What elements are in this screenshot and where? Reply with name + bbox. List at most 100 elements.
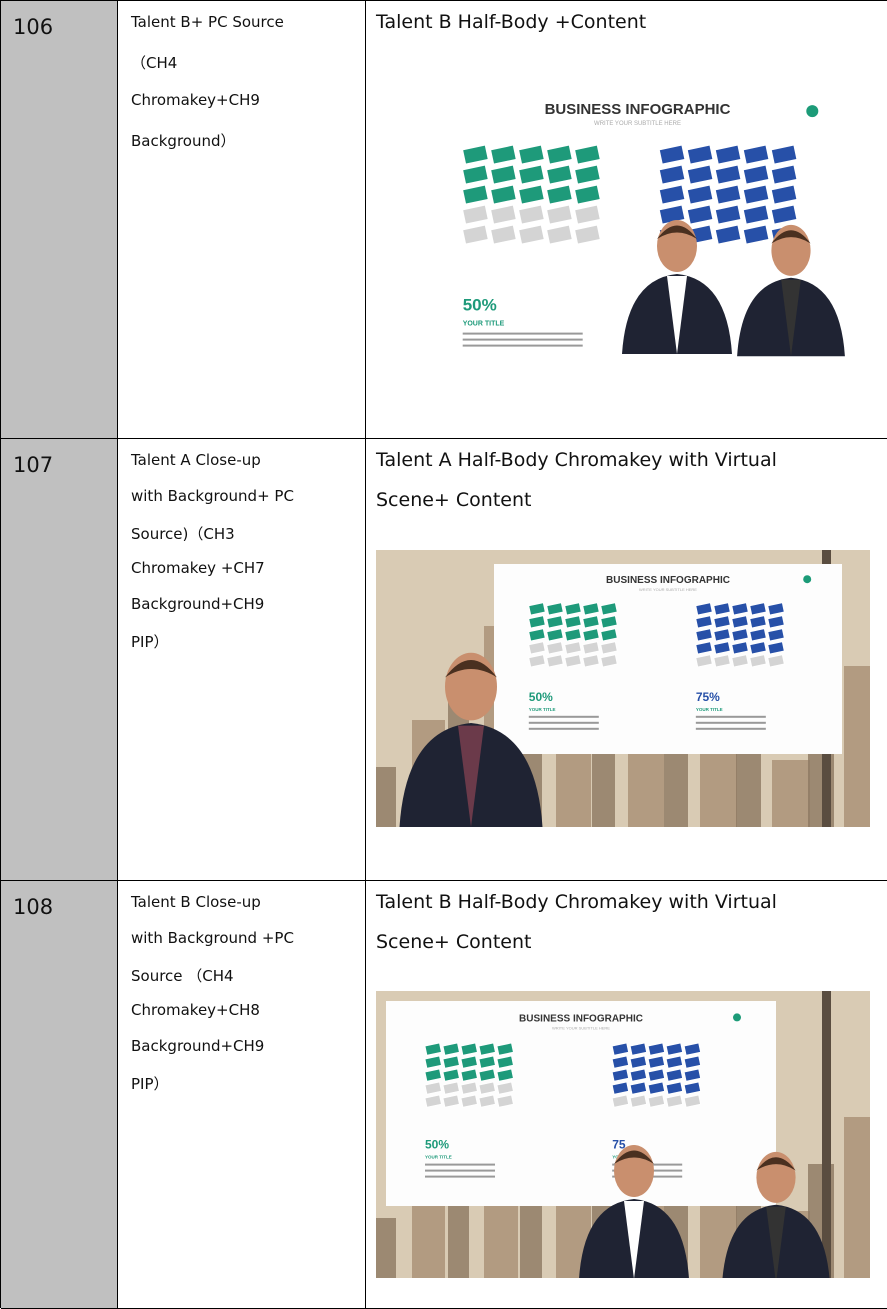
scene-cell	[366, 439, 887, 881]
body-text-line	[695, 727, 766, 730]
bill-icon	[658, 164, 686, 185]
bill-icon	[770, 184, 798, 205]
badge	[803, 575, 812, 584]
infographic-heading: BUSINESS INFOGRAPHIC	[606, 575, 730, 586]
bill-icon	[478, 1081, 496, 1095]
bill-icon	[749, 602, 767, 616]
bill-icon	[695, 654, 713, 668]
bill-icon	[518, 164, 545, 185]
body-text-line	[695, 715, 766, 718]
building	[520, 1200, 542, 1278]
body-text-line	[425, 1175, 495, 1178]
badge	[733, 1013, 741, 1022]
bill-icon	[490, 164, 517, 185]
bill-icon	[424, 1055, 442, 1069]
bill-icon	[695, 615, 713, 629]
source-line: （CH4	[131, 54, 178, 72]
bill-icon	[742, 204, 770, 225]
source-line: with Background+ PC	[131, 487, 294, 505]
building	[772, 760, 810, 827]
bill-icon	[731, 628, 749, 642]
stat-caption: YOUR TITLE	[529, 707, 556, 712]
bill-icon	[600, 641, 618, 655]
bill-icon	[658, 144, 686, 165]
building	[376, 767, 396, 827]
bill-icon	[749, 654, 767, 668]
scene-title: Scene+ Content	[376, 931, 532, 953]
bill-icon	[442, 1094, 460, 1108]
bill-icon	[546, 602, 564, 616]
bill-icon	[714, 204, 742, 225]
bill-icon	[424, 1081, 442, 1095]
bill-icon	[528, 615, 546, 629]
infographic-subtitle: WRITE YOUR SUBTITLE HERE	[639, 587, 697, 592]
bill-icon	[611, 1068, 630, 1082]
bill-icon	[695, 602, 713, 616]
stat-value: 75	[612, 1138, 626, 1152]
bill-icon	[647, 1068, 666, 1082]
source-line: PIP）	[131, 633, 169, 651]
bill-icon	[546, 184, 573, 205]
bill-icon	[574, 184, 601, 205]
window-frame	[822, 991, 831, 1278]
row-number: 107	[13, 453, 54, 477]
building	[376, 1218, 396, 1278]
bill-icon	[496, 1042, 514, 1056]
bill-icon	[424, 1094, 442, 1108]
bill-icon	[478, 1055, 496, 1069]
body-text-line	[528, 721, 599, 724]
bill-icon	[528, 654, 546, 668]
bill-icon	[665, 1055, 684, 1069]
bill-icon	[742, 144, 770, 165]
bill-icon	[582, 628, 600, 642]
bill-icon	[564, 615, 582, 629]
bill-icon	[460, 1042, 478, 1056]
body-text-line	[695, 721, 766, 724]
bill-icon	[658, 184, 686, 205]
bill-icon	[460, 1055, 478, 1069]
bill-icon	[714, 164, 742, 185]
bill-icon	[518, 204, 545, 225]
bill-icon	[564, 641, 582, 655]
source-line: Background+CH9	[131, 595, 265, 613]
bill-icon	[600, 615, 618, 629]
bill-icon	[714, 184, 742, 205]
scene-title: Talent B Half-Body Chromakey with Virtua…	[376, 891, 777, 913]
bill-icon	[767, 602, 785, 616]
bill-icon	[647, 1081, 666, 1095]
bill-icon	[713, 615, 731, 629]
bill-icon	[528, 628, 546, 642]
building	[844, 1117, 870, 1278]
bill-icon	[518, 184, 545, 205]
bill-icon	[546, 615, 564, 629]
scene-title: Talent B Half-Body +Content	[376, 11, 647, 33]
bill-icon	[683, 1094, 702, 1108]
bill-icon	[424, 1042, 442, 1056]
bill-icon	[442, 1081, 460, 1095]
bill-icon	[665, 1094, 684, 1108]
bill-icon	[564, 628, 582, 642]
bill-icon	[647, 1094, 666, 1108]
bill-icon	[713, 641, 731, 655]
bill-icon	[770, 144, 798, 165]
bill-icon	[490, 224, 517, 245]
bill-icon	[665, 1068, 684, 1082]
bill-icon	[714, 144, 742, 165]
bill-icon	[686, 144, 714, 165]
bill-icon	[574, 164, 601, 185]
bill-icon	[518, 224, 545, 245]
stat-value: 50%	[463, 296, 497, 315]
person-hair	[756, 1157, 796, 1171]
number-cell	[1, 881, 118, 1309]
bill-icon	[574, 224, 601, 245]
source-line: Talent A Close-up	[131, 451, 261, 469]
badge	[806, 105, 819, 118]
bill-icon	[629, 1055, 648, 1069]
bill-icon	[770, 164, 798, 185]
stat-caption: YOUR TITLE	[696, 707, 723, 712]
bill-icon	[770, 204, 798, 225]
bill-icon	[713, 654, 731, 668]
